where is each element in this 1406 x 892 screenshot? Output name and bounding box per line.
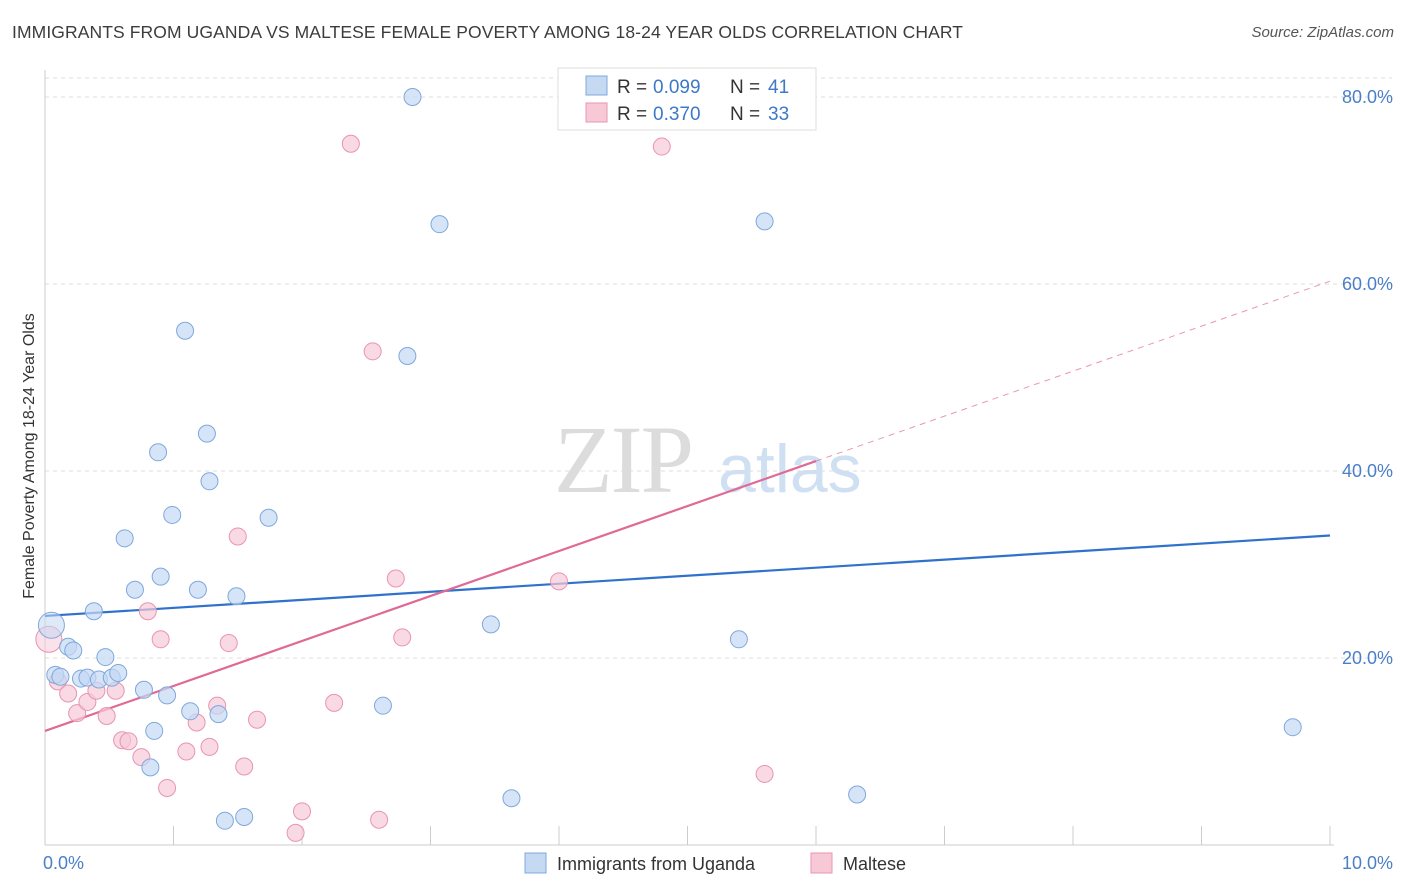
y-tick-label: 60.0% [1342,274,1393,294]
legend-swatch-maltese [585,102,608,123]
uganda-point [403,88,422,106]
maltese-point [177,742,196,761]
x-tick-labels: 0.0% 10.0% [43,853,1393,873]
legend-n-label-uganda: N = [730,77,760,98]
uganda-point [430,215,449,234]
watermark-zip: ZIP [554,406,692,513]
trend-lines [44,280,1331,732]
y-tick-label: 20.0% [1342,648,1393,668]
maltese-point [138,602,157,621]
maltese-point [228,527,247,546]
y-tick-label: 80.0% [1342,87,1393,107]
maltese-point [219,634,238,653]
uganda-point [215,811,234,830]
legend-r-value-maltese: 0.370 [653,104,701,125]
chart-title: IMMIGRANTS FROM UGANDA VS MALTESE FEMALE… [12,22,964,42]
maltese-point [200,737,219,756]
uganda-point [115,529,134,548]
trend-line-maltese [44,460,817,732]
legend-r-value-uganda: 0.099 [653,77,701,98]
trend-line-maltese-extension [815,280,1331,462]
uganda-point [109,663,128,682]
uganda-point [398,346,417,365]
uganda-point [151,567,170,586]
x-tick-label: 0.0% [43,853,84,873]
bottom-legend-label-maltese: Maltese [843,854,906,874]
uganda-point [227,587,246,606]
legend-swatch-uganda [585,75,608,96]
uganda-point [134,680,153,699]
uganda-point [1283,718,1302,737]
maltese-point [363,342,382,361]
maltese-point [286,823,305,842]
gridlines [45,77,1392,659]
series-legend: Immigrants from Uganda Maltese [524,852,906,874]
uganda-point [188,580,207,599]
legend-r-label-uganda: R = [617,77,647,98]
watermark-atlas: atlas [718,431,862,507]
uganda-point [141,758,160,777]
uganda-point [755,212,774,231]
stats-legend: R = 0.099 N = 41 R = 0.370 N = 33 [557,67,817,131]
maltese-point [370,810,389,829]
x-tick-label: 10.0% [1342,853,1393,873]
maltese-point [68,704,87,723]
uganda-point [96,648,115,667]
maltese-point [755,764,774,783]
maltese-point [158,778,177,797]
uganda-point [848,785,867,804]
maltese-point [59,684,78,703]
uganda-point [481,615,500,634]
uganda-point [158,686,177,705]
maltese-point [119,732,138,751]
uganda-point [125,580,144,599]
uganda-point [729,630,748,649]
legend-n-label-maltese: N = [730,104,760,125]
axes [44,70,1334,846]
uganda-point [84,602,103,621]
uganda-point [200,472,219,491]
uganda-point [176,321,195,340]
trend-line-uganda [44,534,1331,618]
maltese-point [293,802,311,821]
uganda-point [209,705,228,724]
legend-r-label-maltese: R = [617,104,647,125]
maltese-point [248,710,267,729]
bottom-legend-label-uganda: Immigrants from Uganda [557,854,756,874]
y-tick-labels: 20.0% 40.0% 60.0% 80.0% [1342,87,1393,668]
uganda-point [149,443,168,462]
legend-n-value-maltese: 33 [768,104,789,125]
legend-n-value-uganda: 41 [768,77,789,98]
uganda-point [37,611,65,639]
uganda-point [64,641,83,660]
maltese-points [35,134,774,842]
maltese-point [652,137,671,156]
uganda-point [51,667,70,686]
uganda-point [235,807,254,826]
uganda-point [197,424,216,443]
y-axis-label: Female Poverty Among 18-24 Year Olds [21,313,38,599]
uganda-point [259,508,278,527]
maltese-point [235,757,254,776]
maltese-point [151,630,170,649]
maltese-point [341,134,360,153]
maltese-point [386,569,405,588]
uganda-point [163,505,182,524]
maltese-point [393,628,412,647]
maltese-point [325,693,344,712]
bottom-legend-swatch-maltese [810,852,833,874]
source-label: Source: ZipAtlas.com [1251,24,1394,41]
maltese-point [550,572,568,591]
uganda-points [37,88,1302,830]
bottom-legend-swatch-uganda [524,852,547,874]
uganda-point [373,696,392,715]
uganda-point [181,702,200,721]
uganda-point [502,789,521,808]
uganda-point [145,721,164,740]
y-tick-label: 40.0% [1342,461,1393,481]
maltese-point [97,706,116,725]
